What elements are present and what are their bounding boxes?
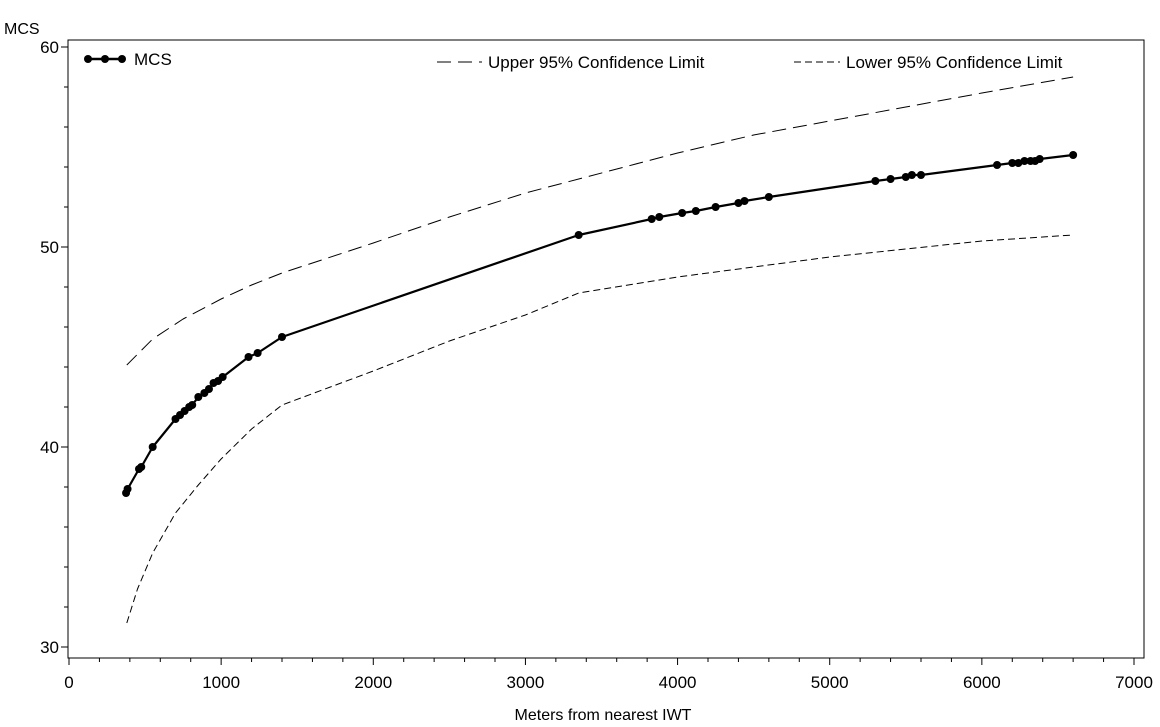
x-axis-title: Meters from nearest IWT (515, 707, 692, 724)
legend-mcs-marker (118, 55, 126, 63)
data-point-mcs (691, 207, 700, 215)
data-point-mcs (148, 443, 157, 451)
y-tick-label: 50 (40, 238, 59, 257)
series-line-upper-95-confidence-limit (126, 76, 1074, 366)
data-point-mcs (917, 171, 925, 179)
plot-frame (67, 39, 1145, 659)
data-point-mcs (993, 161, 1002, 169)
data-point-mcs (734, 199, 743, 207)
series-layer (122, 76, 1078, 624)
data-point-mcs (137, 463, 146, 471)
y-tick-label: 60 (40, 38, 59, 57)
legend-lower-label: Lower 95% Confidence Limit (846, 53, 1063, 72)
y-axis: 30 40 50 60 (40, 38, 68, 657)
legend-upper-label: Upper 95% Confidence Limit (488, 53, 705, 72)
data-point-mcs (278, 333, 286, 341)
x-tick-label: 7000 (1115, 673, 1153, 692)
y-tick-label: 40 (40, 438, 59, 457)
data-point-mcs (886, 175, 895, 183)
series-line-lower-95-confidence-limit (126, 234, 1074, 624)
x-tick-label: 4000 (659, 673, 697, 692)
data-point-mcs (253, 349, 262, 357)
data-point-mcs (204, 385, 213, 393)
data-point-mcs (218, 373, 227, 381)
data-point-mcs (901, 173, 910, 181)
series-line-mcs (125, 153, 1074, 494)
data-point-mcs (655, 213, 664, 221)
y-tick-label: 30 (40, 638, 59, 657)
data-point-mcs (1020, 157, 1029, 165)
legend-mcs-marker (101, 55, 109, 63)
data-point-mcs (678, 209, 687, 217)
data-point-mcs (1069, 151, 1078, 159)
x-tick-label: 1000 (202, 673, 240, 692)
data-point-mcs (711, 203, 720, 211)
data-point-mcs (740, 197, 749, 205)
legend-mcs-label: MCS (134, 50, 172, 69)
data-point-mcs (647, 215, 656, 223)
data-point-mcs (188, 401, 197, 409)
data-point-mcs (123, 485, 132, 493)
x-tick-label: 2000 (354, 673, 392, 692)
legend: MCS Upper 95% Confidence Limit Lower 95%… (84, 50, 1063, 72)
x-tick-label: 0 (64, 673, 73, 692)
data-point-mcs (764, 193, 773, 201)
y-axis-title: MCS (4, 21, 40, 38)
x-tick-label: 6000 (963, 673, 1001, 692)
x-tick-label: 3000 (507, 673, 545, 692)
x-axis: 0 1000 2000 3000 4000 5000 6000 7000 (64, 658, 1153, 692)
legend-mcs-marker (84, 55, 92, 63)
data-point-mcs (1035, 155, 1044, 163)
data-point-mcs (871, 177, 880, 185)
data-point-mcs (1014, 159, 1023, 167)
data-point-mcs (907, 171, 916, 179)
data-point-mcs (194, 393, 203, 401)
data-point-mcs (1008, 159, 1017, 167)
x-tick-label: 5000 (811, 673, 849, 692)
data-point-mcs (244, 353, 253, 361)
data-point-mcs (574, 231, 583, 239)
